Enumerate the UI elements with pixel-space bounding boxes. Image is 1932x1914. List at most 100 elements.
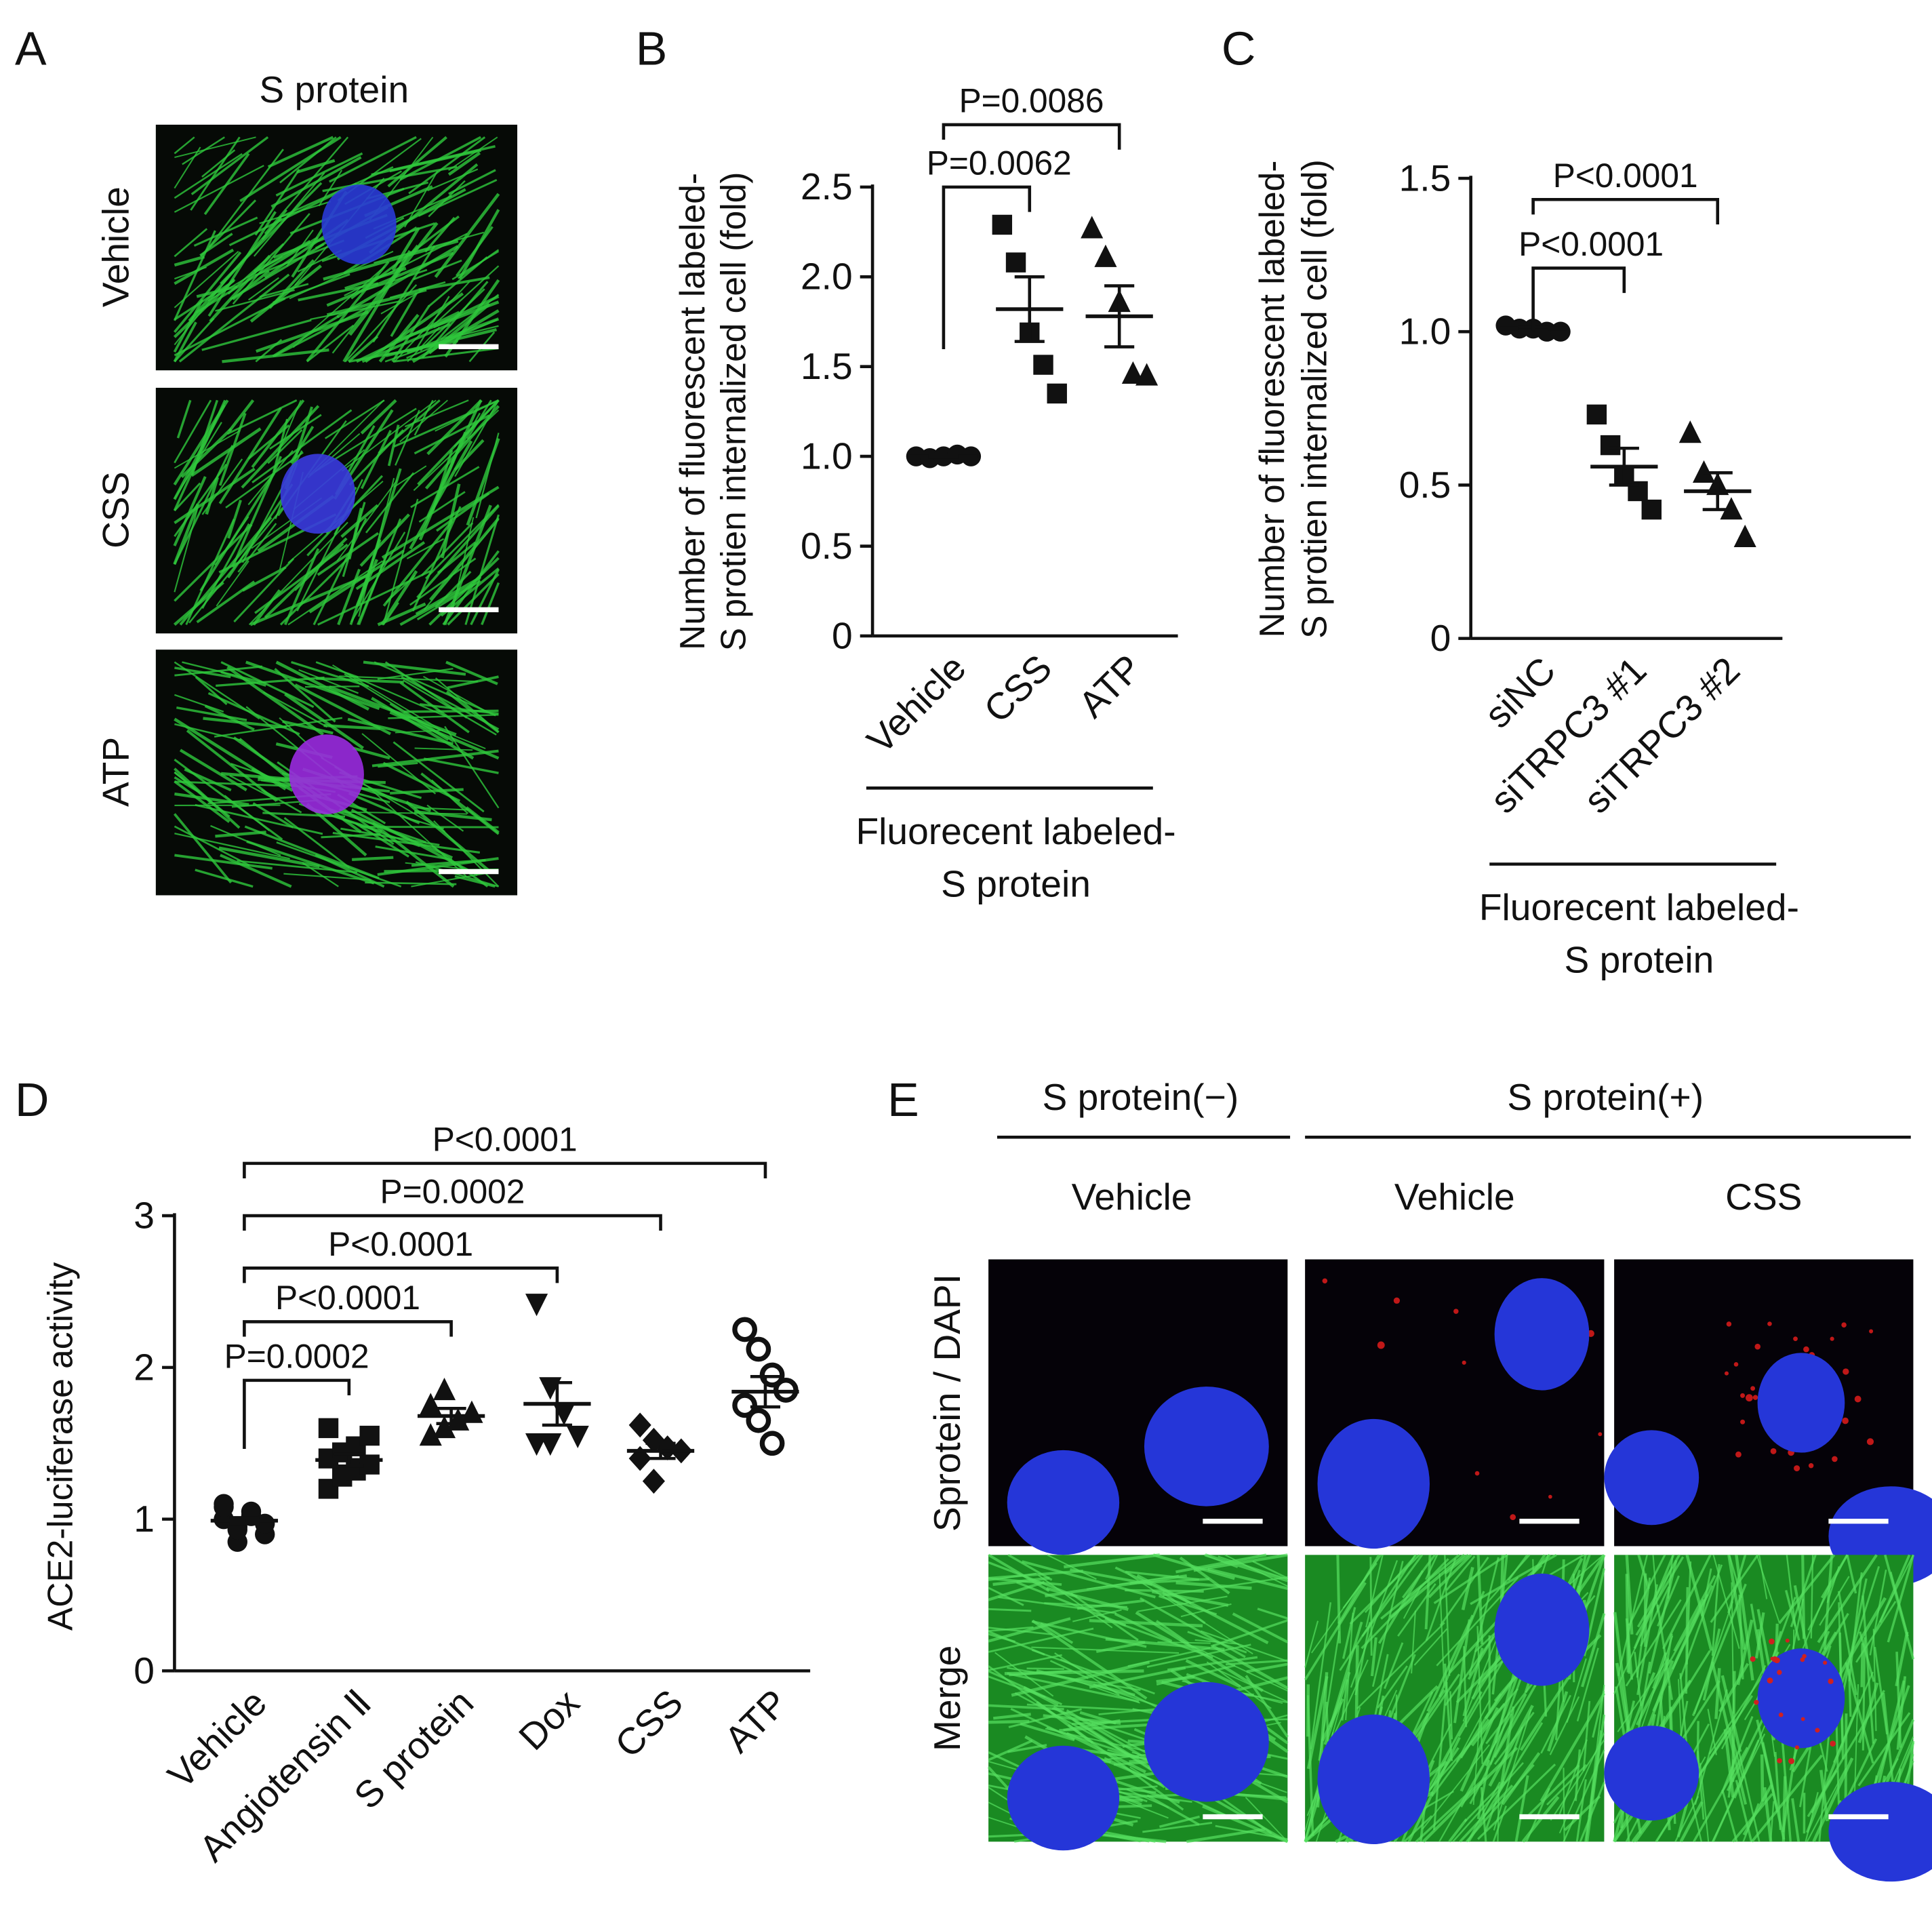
fiber [1455,1654,1505,1704]
data-point [460,1400,483,1423]
fiber [409,440,473,550]
fiber [1020,1722,1075,1742]
fiber [470,569,500,626]
y-tick-label: 0.5 [1399,464,1451,506]
fiber [1457,1650,1510,1738]
fiber [426,399,483,456]
significance-bracket [243,1267,559,1283]
fiber [214,516,249,566]
puncta [1802,1654,1807,1658]
fiber [429,517,500,601]
data-point [1641,499,1662,520]
fiber [199,233,233,257]
fiber [988,1553,1050,1592]
fiber [388,714,499,719]
fiber [399,399,448,443]
fiber [1415,1777,1486,1843]
group-label: Fluorecent labeled- [1479,886,1799,928]
fiber [415,861,499,888]
fiber [378,761,418,768]
fiber [1507,1554,1529,1581]
fiber [424,216,456,253]
nucleus [1144,1681,1269,1802]
fiber [1449,1691,1453,1740]
fiber [329,136,417,183]
fiber [1114,1612,1173,1643]
fiber [298,282,379,302]
fiber [1546,1763,1588,1806]
fiber [306,260,390,362]
y-tick-label: 1.5 [801,345,853,387]
fiber [282,720,334,735]
group-label: S protein [1565,938,1714,980]
fiber [347,717,454,746]
puncta [1866,1438,1874,1446]
fiber [1448,1818,1468,1843]
x-tick-label: Dox [510,1681,587,1758]
fiber [1179,1556,1230,1595]
fiber [1306,1675,1329,1770]
fiber [174,146,201,189]
fiber [332,664,443,732]
fiber [1637,1554,1650,1589]
fiber [1031,1646,1180,1654]
fiber [247,424,290,460]
fiber [1310,1554,1382,1654]
puncta [1815,1728,1820,1733]
fiber [1811,1770,1838,1814]
fiber [350,532,406,623]
fiber [262,812,346,818]
fiber [347,335,379,363]
y-tick-label: 0 [832,614,853,656]
fiber [371,749,499,767]
fiber [296,159,336,174]
fiber [1370,1637,1377,1677]
fiber [207,256,283,302]
fiber [1004,1669,1144,1675]
fiber [988,1627,1094,1653]
puncta [1794,1745,1800,1750]
fiber [413,259,462,281]
fiber [1342,1607,1356,1659]
fiber [1040,1622,1074,1644]
fiber [1581,1613,1606,1688]
fiber [1371,1561,1404,1687]
p-value: P<0.0001 [275,1279,420,1317]
data-point [992,214,1013,235]
nucleus [1604,1726,1699,1821]
fiber [1470,1553,1557,1606]
y-axis-label: S protien internalized cell (fold) [714,172,753,652]
fiber [275,660,369,711]
fiber [988,1570,1083,1580]
fiber [174,854,273,870]
fiber [1718,1662,1750,1713]
group-label: Fluorecent labeled- [856,810,1175,852]
puncta [1735,1451,1742,1458]
fiber [229,774,279,801]
fiber [340,504,379,538]
fiber [1356,1622,1445,1710]
fiber [1801,1555,1806,1639]
fiber [988,1580,1045,1601]
nucleus [1494,1278,1590,1391]
fiber [173,321,197,363]
nucleus [1007,1745,1120,1851]
fiber [1493,1682,1538,1758]
fiber [1350,1559,1398,1688]
fiber [1011,1660,1150,1697]
fiber [1582,1700,1591,1772]
fiber [1049,1660,1089,1679]
fiber [210,824,281,856]
fiber [1721,1789,1738,1842]
data-point [539,1433,562,1456]
fiber [261,210,287,240]
fiber [275,152,363,197]
fiber [1186,1827,1266,1843]
fiber [1432,1681,1448,1831]
fiber [1720,1675,1742,1753]
p-value: P<0.0001 [432,1120,578,1158]
fiber [216,560,249,607]
fiber [174,445,234,565]
fiber [399,681,470,734]
fiber [1887,1554,1915,1643]
